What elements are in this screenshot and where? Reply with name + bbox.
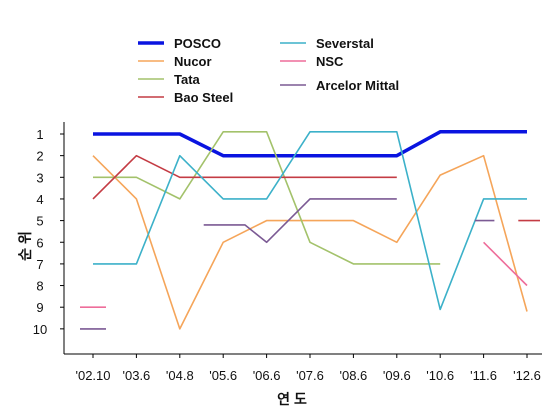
y-tick-label: 5	[36, 214, 43, 229]
y-axis: 1 2 3 4 5 6 7 8 9 10	[33, 122, 65, 354]
series-severstal	[93, 131, 527, 311]
legend-item-severstal: Severstal	[280, 36, 374, 51]
x-tick-label: '11.6	[470, 368, 497, 383]
series-posco	[93, 130, 527, 158]
series-line-posco	[93, 130, 527, 158]
x-tick-label: '02.10	[75, 368, 110, 383]
y-tick-label: 6	[36, 235, 43, 250]
y-tick-label: 3	[36, 170, 43, 185]
x-tick-label: '12.6	[513, 368, 541, 383]
x-axis: '02.10 '03.6 '04.8 '05.6 '06.6 '07.6 '08.6 '09.…	[64, 353, 542, 383]
legend-label: Bao Steel	[174, 90, 233, 105]
y-tick-label: 8	[36, 279, 43, 294]
series-line-tata	[93, 131, 441, 265]
legend-label: Severstal	[316, 36, 374, 51]
series-nucor	[92, 154, 528, 330]
y-tick-label: 1	[36, 127, 43, 142]
legend-label: POSCO	[174, 36, 221, 51]
legend-label: Arcelor Mittal	[316, 78, 399, 93]
series-bao-steel	[92, 154, 540, 222]
x-tick-label: '08.6	[340, 368, 368, 383]
x-tick-label: '07.6	[296, 368, 324, 383]
legend-item-tata: Tata	[138, 72, 201, 87]
y-axis-title: 순 위	[17, 231, 33, 261]
y-tick-label: 7	[36, 257, 43, 272]
x-tick-label: '06.6	[253, 368, 281, 383]
series-line-nsc	[483, 241, 528, 287]
series-arcelor-mittal	[80, 198, 495, 330]
series-line-arcelor-mittal	[203, 198, 397, 244]
legend-item-arcelor-mittal: Arcelor Mittal	[280, 78, 399, 93]
legend-item-nucor: Nucor	[138, 54, 212, 69]
legend-item-bao-steel: Bao Steel	[138, 90, 233, 105]
legend-item-posco: POSCO	[138, 36, 221, 51]
x-tick-label: '04.8	[166, 368, 194, 383]
series-line-severstal	[93, 131, 527, 311]
x-tick-label: '03.6	[123, 368, 151, 383]
series-nsc	[80, 241, 528, 309]
series-line-nucor	[92, 154, 528, 330]
x-tick-label: '05.6	[209, 368, 237, 383]
legend: POSCO Nucor Tata Bao Steel Severstal NSC Arcel…	[138, 36, 399, 105]
legend-item-nsc: NSC	[280, 54, 344, 69]
plot-area	[80, 130, 540, 330]
y-tick-label: 9	[36, 300, 43, 315]
series-tata	[93, 131, 441, 265]
legend-label: NSC	[316, 54, 344, 69]
x-tick-label: '10.6	[426, 368, 454, 383]
y-tick-label: 2	[36, 149, 43, 164]
legend-label: Tata	[174, 72, 201, 87]
series-line-bao-steel	[92, 154, 397, 200]
y-tick-label: 10	[33, 322, 47, 337]
legend-label: Nucor	[174, 54, 212, 69]
x-axis-title: 연 도	[277, 391, 307, 407]
x-tick-label: '09.6	[383, 368, 411, 383]
y-tick-label: 4	[36, 192, 43, 207]
